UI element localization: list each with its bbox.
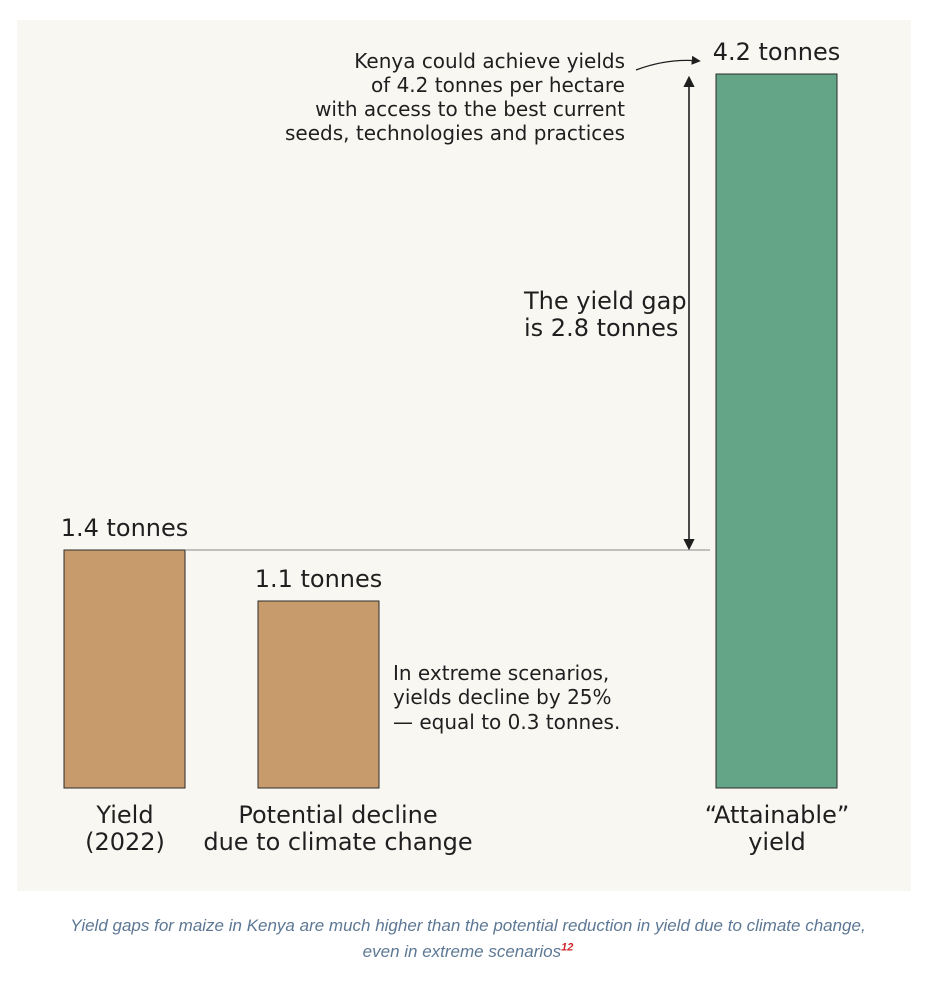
- decline-annotation-line-1: In extreme scenarios,: [393, 661, 609, 685]
- bar-potential-decline: [257, 600, 380, 789]
- decline-annotation: In extreme scenarios, yields decline by …: [393, 661, 620, 734]
- category-labels: Yield (2022) Potential decline due to cl…: [85, 801, 849, 856]
- bar-yield-2022: [63, 549, 186, 789]
- category-label-potential-decline: Potential decline: [238, 801, 437, 829]
- value-label-attainable-yield: 4.2 tonnes: [713, 38, 841, 66]
- attainable-annotation-line-4: seeds, technologies and practices: [285, 121, 625, 145]
- maize-yield-chart: 1.4 tonnes 1.1 tonnes 4.2 tonnes Yield (…: [61, 38, 850, 856]
- attainable-annotation-line-1: Kenya could achieve yields: [354, 49, 625, 73]
- value-labels: 1.4 tonnes 1.1 tonnes 4.2 tonnes: [61, 38, 841, 593]
- caption-line-2: even in extreme scenarios12: [0, 939, 936, 965]
- gap-annotation-line-1: The yield gap: [523, 287, 687, 315]
- value-label-yield-2022: 1.4 tonnes: [61, 514, 189, 542]
- figure-caption: Yield gaps for maize in Kenya are much h…: [0, 913, 936, 965]
- bar-group: [63, 73, 838, 789]
- attainable-annotation-line-3: with access to the best current: [315, 97, 625, 121]
- decline-annotation-line-3: — equal to 0.3 tonnes.: [393, 710, 620, 734]
- gap-annotation-line-2: is 2.8 tonnes: [524, 314, 678, 342]
- category-label-yield-year: (2022): [85, 828, 165, 856]
- caption-line-1: Yield gaps for maize in Kenya are much h…: [70, 916, 866, 935]
- category-label-attainable-yield: yield: [748, 828, 806, 856]
- category-label-attainable: “Attainable”: [705, 801, 850, 829]
- caption-line-2-text: even in extreme scenarios: [362, 942, 562, 961]
- annotation-pointer-arrow: [635, 55, 701, 71]
- footnote-reference: 12: [561, 941, 574, 954]
- attainable-annotation: Kenya could achieve yields of 4.2 tonnes…: [285, 49, 625, 145]
- gap-annotation: The yield gap is 2.8 tonnes: [523, 287, 687, 342]
- bar-attainable-yield: [715, 73, 838, 789]
- attainable-annotation-line-2: of 4.2 tonnes per hectare: [371, 73, 625, 97]
- decline-annotation-line-2: yields decline by 25%: [393, 685, 612, 709]
- category-label-yield: Yield: [95, 801, 153, 829]
- category-label-climate-change: due to climate change: [203, 828, 472, 856]
- value-label-potential-decline: 1.1 tonnes: [255, 565, 383, 593]
